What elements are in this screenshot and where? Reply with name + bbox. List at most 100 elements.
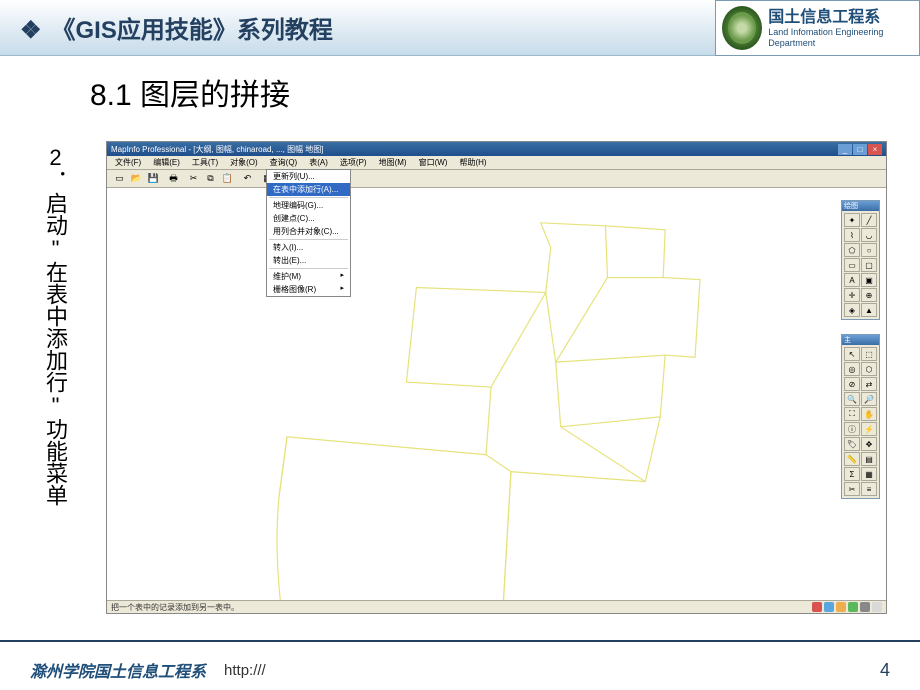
- department-name-en: Land Infomation Engineering Department: [768, 27, 919, 49]
- style1-icon[interactable]: ◈: [844, 303, 860, 317]
- tb-new-icon[interactable]: ▭: [111, 171, 128, 186]
- maximize-button[interactable]: □: [853, 144, 867, 155]
- menu-object[interactable]: 对象(O): [226, 157, 262, 168]
- zoomfit-icon[interactable]: ⛶: [844, 407, 860, 421]
- department-name-cn: 国土信息工程系: [768, 8, 919, 27]
- window-title-text: MapInfo Professional - [大纲, 图幅, chinaroa…: [111, 144, 838, 155]
- status-dot-icon: [824, 602, 834, 612]
- roundrect-icon[interactable]: ▢: [861, 258, 877, 272]
- menu-tools[interactable]: 工具(T): [188, 157, 222, 168]
- footer: 滁州学院国土信息工程系 http:/// 4: [0, 650, 920, 690]
- menu-map[interactable]: 地图(M): [375, 157, 411, 168]
- status-icons: [812, 602, 882, 612]
- menu-query[interactable]: 查询(Q): [266, 157, 302, 168]
- invert-icon[interactable]: ⇄: [861, 377, 877, 391]
- tb-open-icon[interactable]: 📂: [128, 171, 145, 186]
- marquee-icon[interactable]: ⬚: [861, 347, 877, 361]
- district-icon[interactable]: ▦: [861, 467, 877, 481]
- map-canvas[interactable]: [107, 188, 886, 600]
- tb-save-icon[interactable]: 💾: [145, 171, 162, 186]
- rect-icon[interactable]: ▭: [844, 258, 860, 272]
- arc-icon[interactable]: ◡: [861, 228, 877, 242]
- dd-update-col[interactable]: 更新列(U)...: [267, 170, 350, 183]
- menu-edit[interactable]: 编辑(E): [149, 157, 184, 168]
- menubar: 文件(F) 编辑(E) 工具(T) 对象(O) 查询(Q) 表(A) 选项(P)…: [107, 156, 886, 170]
- dd-raster[interactable]: 栅格图像(R)▸: [267, 283, 350, 296]
- status-dot-icon: [848, 602, 858, 612]
- pan-icon[interactable]: ✋: [861, 407, 877, 421]
- dd-import[interactable]: 转入(I)...: [267, 241, 350, 254]
- tb-cut-icon[interactable]: ✂: [185, 171, 202, 186]
- symbol-icon[interactable]: ✦: [844, 213, 860, 227]
- line-icon[interactable]: ╱: [861, 213, 877, 227]
- tb-undo-icon[interactable]: ↶: [239, 171, 256, 186]
- palette-title: 主: [842, 335, 879, 345]
- step-label: 2．启动"在表中添加行"功能菜单: [42, 145, 68, 506]
- department-badge: 国土信息工程系 Land Infomation Engineering Depa…: [715, 0, 920, 56]
- clip-icon[interactable]: ✂: [844, 482, 860, 496]
- frame-icon[interactable]: ▣: [861, 273, 877, 287]
- toolbar: ▭ 📂 💾 🖶 ✂ ⧉ 📋 ↶ ▦ ▥ ▤ ▧ ?: [107, 170, 886, 188]
- addnode-icon[interactable]: ⊕: [861, 288, 877, 302]
- radius-icon[interactable]: ◎: [844, 362, 860, 376]
- map-svg: [107, 188, 886, 600]
- dd-export[interactable]: 转出(E)...: [267, 254, 350, 267]
- info-icon[interactable]: ⓘ: [844, 422, 860, 436]
- status-dot-icon: [836, 602, 846, 612]
- header-title-text: 《GIS应用技能》系列教程: [52, 17, 333, 44]
- dd-geocode[interactable]: 地理编码(G)...: [267, 199, 350, 212]
- polygon-icon[interactable]: ⬠: [844, 243, 860, 257]
- menu-options[interactable]: 选项(P): [336, 157, 371, 168]
- label-icon[interactable]: 🏷: [844, 437, 860, 451]
- department-logo-icon: [722, 6, 762, 50]
- menu-file[interactable]: 文件(F): [111, 157, 145, 168]
- dd-separator: [269, 268, 348, 269]
- footer-org: 滁州学院国土信息工程系: [30, 658, 206, 682]
- status-dot-icon: [872, 602, 882, 612]
- status-dot-icon: [860, 602, 870, 612]
- footer-url: http:///: [224, 662, 266, 679]
- style2-icon[interactable]: ▲: [861, 303, 877, 317]
- dd-add-row[interactable]: 在表中添加行(A)...: [267, 183, 350, 196]
- legend-icon[interactable]: ▤: [861, 452, 877, 466]
- tb-print-icon[interactable]: 🖶: [165, 171, 182, 186]
- dd-separator: [269, 197, 348, 198]
- menu-table[interactable]: 表(A): [305, 157, 332, 168]
- window-buttons: _ □ ×: [838, 144, 882, 155]
- section-title: 8.1 图层的拼接: [90, 70, 290, 114]
- text-icon[interactable]: A: [844, 273, 860, 287]
- unselect-icon[interactable]: ⊘: [844, 377, 860, 391]
- polyline-icon[interactable]: ⌇: [844, 228, 860, 242]
- hotlink-icon[interactable]: ⚡: [861, 422, 877, 436]
- ruler-icon[interactable]: 📏: [844, 452, 860, 466]
- palette-grid: ↖ ⬚ ◎ ⬡ ⊘ ⇄ 🔍 🔎 ⛶ ✋ ⓘ ⚡ 🏷 ✥ 📏 ▤ Σ ▦ ✂ ≡: [842, 345, 879, 498]
- window-titlebar: MapInfo Professional - [大纲, 图幅, chinaroa…: [107, 142, 886, 156]
- select-icon[interactable]: ↖: [844, 347, 860, 361]
- tb-copy-icon[interactable]: ⧉: [202, 171, 219, 186]
- menu-help[interactable]: 帮助(H): [455, 157, 490, 168]
- layer-icon[interactable]: ≡: [861, 482, 877, 496]
- zoomout-icon[interactable]: 🔎: [861, 392, 877, 406]
- dd-separator: [269, 239, 348, 240]
- department-text: 国土信息工程系 Land Infomation Engineering Depa…: [768, 8, 919, 49]
- minimize-button[interactable]: _: [838, 144, 852, 155]
- table-menu-dropdown: 更新列(U)... 在表中添加行(A)... 地理编码(G)... 创建点(C)…: [266, 169, 351, 297]
- node-icon[interactable]: ✛: [844, 288, 860, 302]
- stats-icon[interactable]: Σ: [844, 467, 860, 481]
- menu-window[interactable]: 窗口(W): [415, 157, 452, 168]
- dd-maintain[interactable]: 维护(M)▸: [267, 270, 350, 283]
- page-number: 4: [880, 660, 890, 681]
- tb-paste-icon[interactable]: 📋: [219, 171, 236, 186]
- ellipse-icon[interactable]: ○: [861, 243, 877, 257]
- boundary-icon[interactable]: ⬡: [861, 362, 877, 376]
- main-palette: 主 ↖ ⬚ ◎ ⬡ ⊘ ⇄ 🔍 🔎 ⛶ ✋ ⓘ ⚡ 🏷 ✥ 📏 ▤ Σ ▦ ✂ …: [841, 334, 880, 499]
- palette-title: 绘图: [842, 201, 879, 211]
- bullet-icon: ❖: [20, 17, 42, 44]
- dd-merge-obj[interactable]: 用列合并对象(C)...: [267, 225, 350, 238]
- status-dot-icon: [812, 602, 822, 612]
- drag-icon[interactable]: ✥: [861, 437, 877, 451]
- close-button[interactable]: ×: [868, 144, 882, 155]
- app-screenshot: MapInfo Professional - [大纲, 图幅, chinaroa…: [106, 141, 887, 614]
- zoomin-icon[interactable]: 🔍: [844, 392, 860, 406]
- dd-create-point[interactable]: 创建点(C)...: [267, 212, 350, 225]
